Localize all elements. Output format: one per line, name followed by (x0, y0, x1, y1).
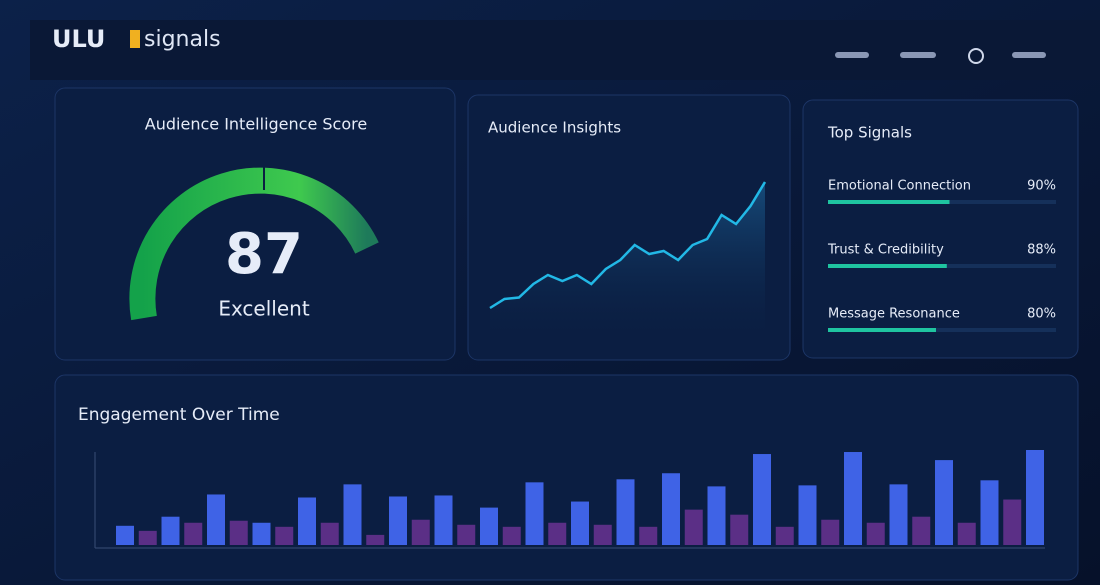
signals-title: Top Signals (827, 124, 912, 142)
signal-name: Trust & Credibility (827, 243, 944, 258)
engagement-bar (138, 530, 157, 545)
engagement-bar (889, 484, 908, 545)
engagement-bar (616, 479, 635, 545)
engagement-bar (639, 526, 658, 545)
signal-bar (828, 328, 936, 332)
engagement-bar (207, 494, 225, 545)
engagement-bar (502, 526, 521, 545)
engagement-bar (753, 454, 771, 545)
brand-signals: signals (144, 27, 221, 52)
engagement-bar (912, 516, 931, 545)
engagement-bar (161, 516, 180, 545)
engagement-bar (320, 522, 339, 545)
engagement-bar (411, 519, 430, 545)
signal-bar (828, 264, 947, 268)
engagement-bar (775, 526, 794, 545)
engagement-bar (957, 522, 976, 545)
signals-panel (802, 99, 1079, 359)
insights-area (490, 182, 765, 330)
signal-value: 88% (1027, 243, 1056, 258)
engagement-bar (730, 514, 749, 545)
brand-ulu: ULU (52, 25, 105, 53)
engagement-bar (343, 484, 362, 545)
engagement-bar (434, 495, 453, 545)
engagement-bar (866, 522, 885, 545)
signal-value: 90% (1027, 179, 1056, 194)
engagement-bar (548, 522, 567, 545)
top-bar (30, 20, 1100, 80)
gauge-arc (129, 167, 379, 321)
signal-name: Emotional Connection (828, 179, 971, 194)
engagement-bar (844, 452, 862, 545)
engagement-bar (593, 524, 612, 545)
nav-item[interactable] (900, 52, 936, 58)
engagement-bar (1026, 450, 1044, 545)
signal-bar (828, 200, 950, 204)
nav-item[interactable] (1012, 52, 1046, 58)
nav-item[interactable] (835, 52, 869, 58)
score-value: 87 (225, 222, 303, 287)
engagement-bar (821, 519, 840, 545)
insights-line (489, 181, 767, 310)
engagement-bar (707, 486, 726, 545)
signal-value: 80% (1027, 307, 1056, 322)
engagement-bar (662, 473, 680, 545)
engagement-bar (229, 520, 248, 545)
insights-title: Audience Insights (488, 119, 621, 137)
engagement-bar (571, 501, 589, 545)
engagement-bar (298, 497, 316, 545)
brand-mark (130, 30, 140, 48)
engagement-bar (275, 526, 294, 545)
signal-track (828, 328, 1056, 332)
engagement-bar (457, 524, 476, 545)
engagement-bar (525, 482, 544, 545)
engagement-bar (116, 525, 134, 545)
engagement-bar (935, 460, 953, 545)
engagement-bar (366, 534, 385, 545)
nav-icon[interactable] (968, 48, 984, 64)
engagement-bar (480, 507, 498, 545)
engagement-bar (184, 522, 203, 545)
engagement-bar (798, 485, 817, 545)
signal-name: Message Resonance (828, 307, 960, 322)
score-label: Excellent (218, 297, 310, 321)
engagement-bar (252, 522, 271, 545)
engagement-bar (389, 496, 407, 545)
score-title: Audience Intelligence Score (145, 115, 367, 134)
engagement-title: Engagement Over Time (78, 405, 280, 425)
engagement-bar (684, 509, 703, 545)
engagement-bar (980, 480, 999, 545)
engagement-bar (1003, 499, 1022, 545)
